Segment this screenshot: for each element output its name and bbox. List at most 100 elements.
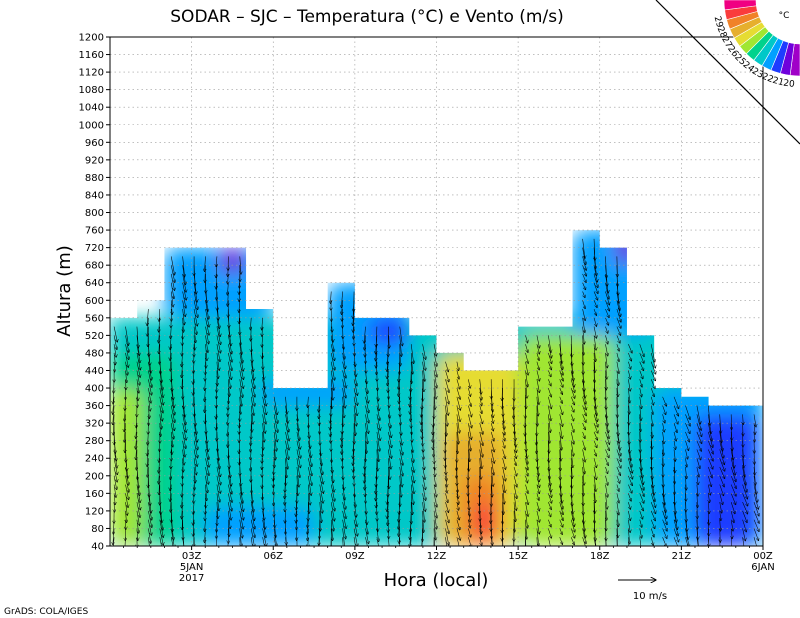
wind-arrow [513,458,516,465]
wind-arrow [720,519,721,532]
wind-arrow [628,493,631,501]
wind-arrow [330,352,335,370]
wind-arrow [525,335,527,343]
wind-arrow [639,344,644,357]
colorbar-diagonal [655,0,800,145]
wind-arrow [536,528,539,545]
wind-arrow [433,344,436,356]
wind-arrow [742,510,748,523]
wind-arrow [353,537,356,546]
y-tick-label: 1000 [79,120,104,131]
temperature-field-8 [205,506,315,546]
wind-arrow [708,449,713,461]
wind-arrow [719,484,724,496]
wind-arrow [548,502,551,510]
colorbar-unit: °C [779,11,790,21]
wind-arrow [433,370,437,388]
wind-arrow [616,361,619,374]
wind-arrow [330,335,334,351]
wind-arrow [514,502,516,522]
wind-arrow [673,423,677,433]
wind-arrow [364,326,365,344]
wind-arrow [730,502,735,514]
wind-arrow [525,352,528,364]
wind-arrow [445,528,448,545]
wind-arrow [536,370,540,381]
wind-arrow [113,405,114,425]
wind-arrow [753,510,759,524]
wind-arrow [160,423,161,436]
wind-arrow [582,449,586,462]
wind-arrow [480,379,481,394]
wind-arrow [742,502,748,514]
wind-arrow [433,519,436,540]
wind-arrow [548,396,551,409]
wind-arrow [696,405,701,424]
wind-arrow [662,396,667,407]
wind-arrow [593,326,596,339]
wind-arrow [353,528,357,546]
wind-arrow [136,379,139,393]
wind-arrow [319,466,323,484]
x-tick-label: 00Z [753,551,773,562]
wind-arrow [639,396,642,409]
wind-arrow [559,387,563,394]
wind-arrow [616,537,618,546]
wind-arrow [651,440,652,460]
wind-arrow [650,510,655,521]
wind-arrow [548,537,551,546]
wind-arrow [639,352,644,363]
wind-arrow [113,344,116,357]
wind-arrow [582,300,586,309]
wind-arrow [262,317,263,330]
wind-arrow [147,317,148,337]
wind-arrow [582,414,586,422]
wind-arrow [388,440,391,459]
wind-arrow [410,344,413,364]
x-tick-label: 06Z [263,551,283,562]
wind-arrow [193,537,195,546]
wind-arrow [308,440,311,458]
wind-arrow [479,414,483,423]
y-tick-label: 80 [91,524,104,535]
wind-arrow [673,431,676,441]
wind-arrow [240,256,241,274]
wind-arrow [593,317,597,327]
wind-arrow [663,458,664,477]
wind-arrow [616,352,619,362]
y-tick-label: 520 [85,331,104,342]
y-tick-label: 320 [85,419,104,430]
wind-arrow [559,528,563,534]
wind-arrow [570,405,574,413]
wind-arrow [583,335,584,355]
wind-arrow [319,396,320,412]
wind-arrow [457,361,459,371]
y-tick-label: 120 [85,506,104,517]
wind-arrow [593,440,597,448]
wind-arrow [628,502,630,509]
wind-arrow [593,423,598,433]
x-tick-year: 2017 [179,573,204,584]
wind-arrow [548,519,551,527]
wind-arrow [650,528,654,537]
wind-arrow [365,396,368,413]
y-tick-label: 720 [85,243,104,254]
wind-arrow [456,370,459,379]
y-tick-label: 400 [85,384,104,395]
wind-arrow [673,405,679,417]
wind-arrow [456,519,460,530]
wind-arrow [651,405,653,415]
wind-arrow [445,493,447,502]
wind-arrow [674,440,676,450]
wind-arrow [365,502,366,514]
wind-arrow [605,466,607,474]
wind-arrow [536,335,540,348]
wind-arrow [342,502,347,519]
wind-arrow [570,396,574,405]
wind-arrow [743,414,744,424]
wind-arrow [479,423,483,434]
wind-arrow [559,379,563,387]
wind-arrow [137,326,138,348]
wind-arrow [468,396,471,407]
wind-arrow [170,484,171,502]
